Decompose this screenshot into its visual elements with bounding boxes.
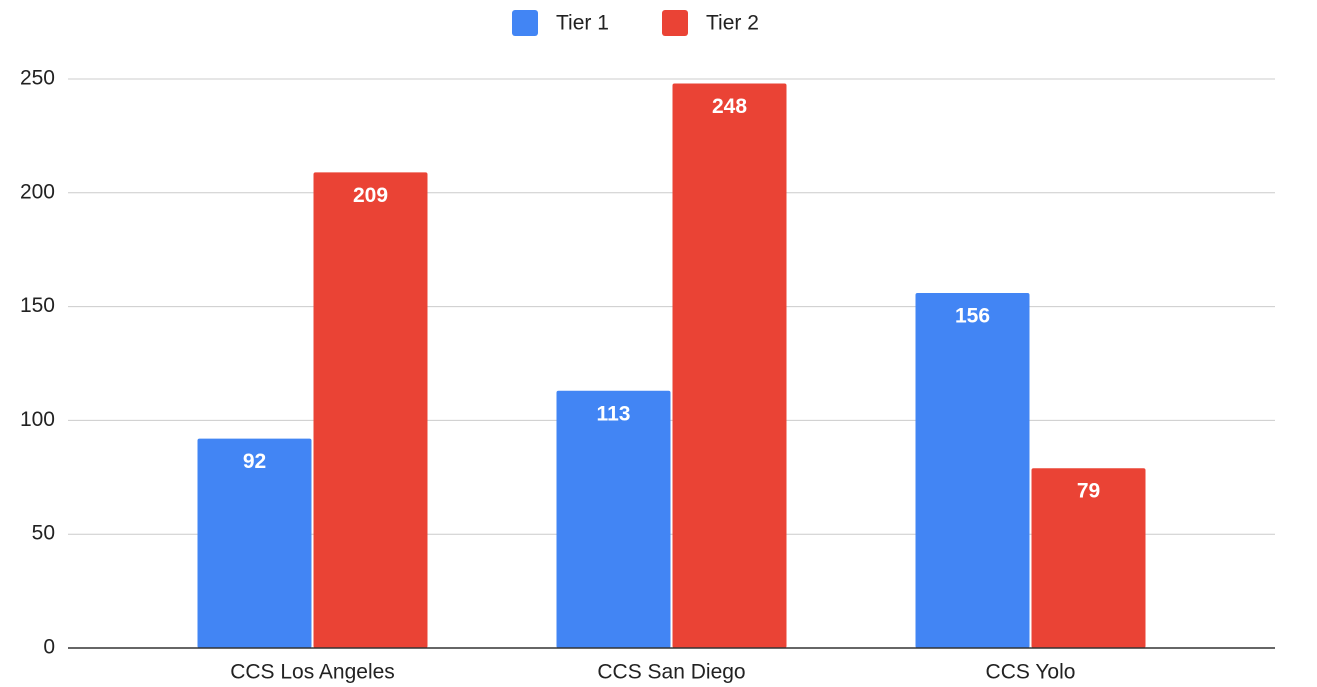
- value-label: 79: [1077, 480, 1100, 503]
- y-tick-label: 250: [20, 67, 55, 90]
- value-label: 113: [597, 402, 631, 425]
- bar: [1031, 468, 1146, 648]
- y-tick-label: 200: [20, 180, 55, 203]
- value-label: 92: [243, 450, 266, 473]
- y-tick-label: 100: [20, 408, 55, 431]
- value-label: 248: [712, 95, 747, 118]
- value-label: 209: [353, 184, 388, 207]
- legend-swatch: [512, 10, 538, 36]
- x-tick-label: CCS Yolo: [986, 661, 1076, 684]
- x-tick-label: CCS Los Angeles: [230, 661, 395, 684]
- bar: [915, 292, 1030, 648]
- legend-label: Tier 2: [706, 12, 759, 35]
- bar: [313, 172, 428, 649]
- y-tick-label: 50: [32, 522, 55, 545]
- x-tick-label: CCS San Diego: [597, 661, 745, 684]
- value-label: 156: [955, 304, 990, 327]
- bar: [672, 83, 787, 648]
- legend-label: Tier 1: [556, 12, 609, 35]
- legend-swatch: [662, 10, 688, 36]
- bar: [556, 390, 671, 648]
- y-tick-label: 0: [43, 636, 55, 659]
- bar: [197, 438, 312, 648]
- y-tick-label: 150: [20, 294, 55, 317]
